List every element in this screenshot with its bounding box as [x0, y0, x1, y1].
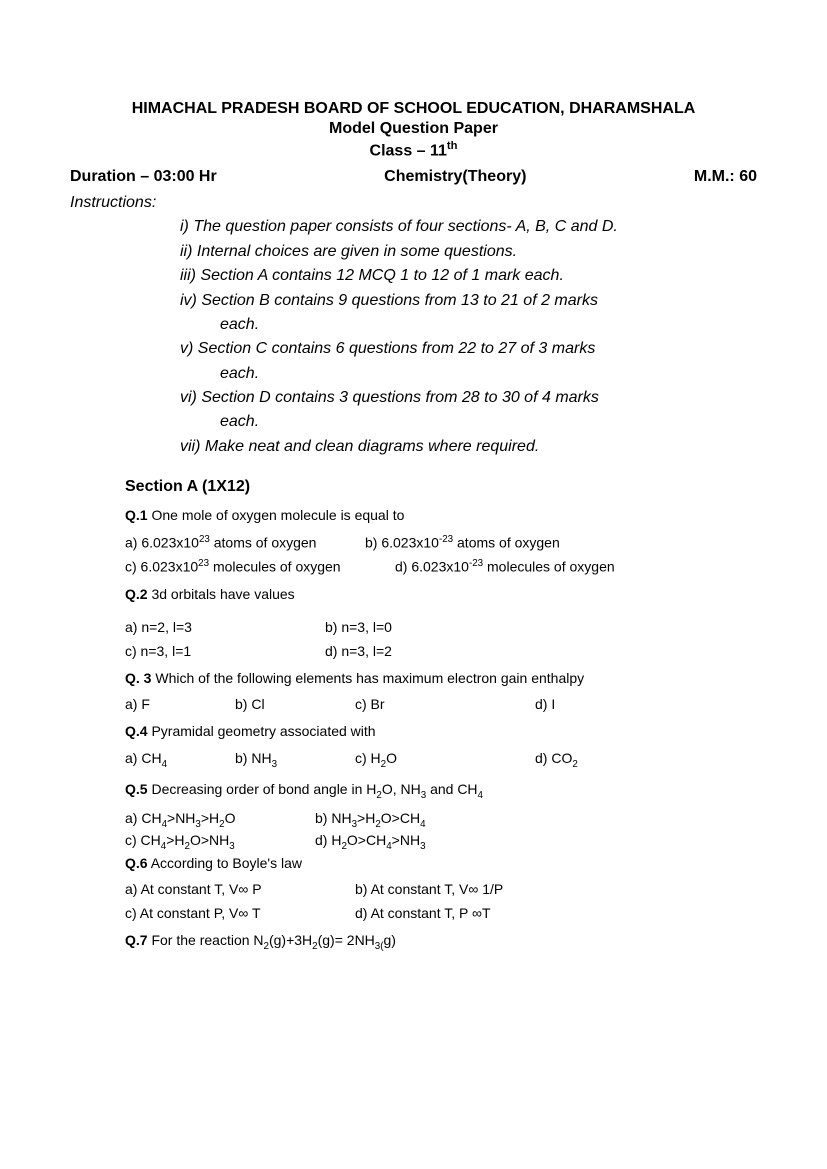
section-a-title: Section A (1X12) — [125, 478, 757, 496]
q5-opt-a: a) CH4>NH3>H2O — [125, 810, 315, 830]
q1-opt-b: b) 6.023x10-23 atoms of oxygen — [365, 534, 560, 551]
instruction-vi: vi) Section D contains 3 questions from … — [180, 387, 757, 409]
q4-label: Q.4 — [125, 723, 148, 739]
instruction-v: v) Section C contains 6 questions from 2… — [180, 338, 757, 360]
question-5: Q.5 Decreasing order of bond angle in H2… — [125, 780, 757, 803]
duration: Duration – 03:00 Hr — [70, 168, 217, 186]
q5-options-row2: c) CH4>H2O>NH3 d) H2O>CH4>NH3 — [125, 832, 757, 852]
q1-text: One mole of oxygen molecule is equal to — [148, 507, 405, 523]
q6-opt-a: a) At constant T, V∞ P — [125, 881, 355, 897]
q2-text: 3d orbitals have values — [148, 586, 295, 602]
q6-opt-d: d) At constant T, P ∞T — [355, 905, 491, 921]
q2-opt-c: c) n=3, l=1 — [125, 643, 325, 659]
q5-opt-b: b) NH3>H2O>CH4 — [315, 810, 426, 830]
q4-opt-c: c) H2O — [355, 750, 535, 770]
q1-opt-c: c) 6.023x1023 molecules of oxygen — [125, 558, 395, 575]
q1-opt-a: a) 6.023x1023 atoms of oxygen — [125, 534, 365, 551]
q2-label: Q.2 — [125, 586, 148, 602]
q3-opt-d: d) I — [535, 696, 555, 712]
q3-opt-c: c) Br — [355, 696, 535, 712]
instruction-ii: ii) Internal choices are given in some q… — [180, 241, 757, 263]
q6-text: According to Boyle's law — [148, 855, 302, 871]
q2-options-row2: c) n=3, l=1 d) n=3, l=2 — [125, 643, 757, 659]
q5-label: Q.5 — [125, 781, 148, 797]
instruction-vii: vii) Make neat and clean diagrams where … — [180, 436, 757, 458]
q2-options-row1: a) n=2, l=3 b) n=3, l=0 — [125, 619, 757, 635]
class-text: Class – 11 — [370, 142, 447, 159]
q7-text: For the reaction N2(g)+3H2(g)= 2NH3(g) — [148, 932, 396, 948]
q7-label: Q.7 — [125, 932, 148, 948]
q5-options-row1: a) CH4>NH3>H2O b) NH3>H2O>CH4 — [125, 810, 757, 830]
q2-opt-b: b) n=3, l=0 — [325, 619, 392, 635]
q5-text: Decreasing order of bond angle in H2O, N… — [148, 781, 483, 797]
question-1: Q.1 One mole of oxygen molecule is equal… — [125, 506, 757, 526]
q2-opt-d: d) n=3, l=2 — [325, 643, 392, 659]
q3-label: Q. 3 — [125, 670, 151, 686]
q3-text: Which of the following elements has maxi… — [151, 670, 584, 686]
q6-opt-c: c) At constant P, V∞ T — [125, 905, 355, 921]
question-3: Q. 3 Which of the following elements has… — [125, 669, 757, 689]
q6-label: Q.6 — [125, 855, 148, 871]
q6-options-row2: c) At constant P, V∞ T d) At constant T,… — [125, 905, 757, 921]
q3-opt-a: a) F — [125, 696, 235, 712]
question-6: Q.6 According to Boyle's law — [125, 854, 757, 874]
meta-row: Duration – 03:00 Hr Chemistry(Theory) M.… — [70, 168, 757, 186]
q5-opt-d: d) H2O>CH4>NH3 — [315, 832, 426, 852]
q1-options-row2: c) 6.023x1023 molecules of oxygen d) 6.0… — [125, 558, 757, 575]
q4-opt-b: b) NH3 — [235, 750, 355, 770]
q2-opt-a: a) n=2, l=3 — [125, 619, 325, 635]
instruction-iii: iii) Section A contains 12 MCQ 1 to 12 o… — [180, 265, 757, 287]
board-name: HIMACHAL PRADESH BOARD OF SCHOOL EDUCATI… — [70, 100, 757, 118]
instruction-iv: iv) Section B contains 9 questions from … — [180, 290, 757, 312]
instruction-iv-cont: each. — [220, 314, 757, 336]
instructions-label: Instructions: — [70, 194, 757, 212]
instructions-list: i) The question paper consists of four s… — [180, 216, 757, 458]
q3-opt-b: b) Cl — [235, 696, 355, 712]
question-7: Q.7 For the reaction N2(g)+3H2(g)= 2NH3(… — [125, 931, 757, 954]
q4-opt-a: a) CH4 — [125, 750, 235, 770]
instruction-i: i) The question paper consists of four s… — [180, 216, 757, 238]
instruction-v-cont: each. — [220, 363, 757, 385]
q1-options-row1: a) 6.023x1023 atoms of oxygen b) 6.023x1… — [125, 534, 757, 551]
q6-options-row1: a) At constant T, V∞ P b) At constant T,… — [125, 881, 757, 897]
q6-opt-b: b) At constant T, V∞ 1/P — [355, 881, 503, 897]
q1-label: Q.1 — [125, 507, 148, 523]
q1-opt-d: d) 6.023x10-23 molecules of oxygen — [395, 558, 615, 575]
question-2: Q.2 3d orbitals have values — [125, 585, 757, 605]
instruction-vi-cont: each. — [220, 411, 757, 433]
subject: Chemistry(Theory) — [384, 168, 526, 186]
class-label: Class – 11th — [70, 140, 757, 160]
q4-options: a) CH4 b) NH3 c) H2O d) CO2 — [125, 750, 757, 770]
q5-opt-c: c) CH4>H2O>NH3 — [125, 832, 315, 852]
q4-text: Pyramidal geometry associated with — [148, 723, 376, 739]
max-marks: M.M.: 60 — [694, 168, 757, 186]
q4-opt-d: d) CO2 — [535, 750, 578, 770]
class-suffix: th — [447, 140, 458, 152]
paper-type: Model Question Paper — [70, 120, 757, 138]
question-4: Q.4 Pyramidal geometry associated with — [125, 722, 757, 742]
q3-options: a) F b) Cl c) Br d) I — [125, 696, 757, 712]
